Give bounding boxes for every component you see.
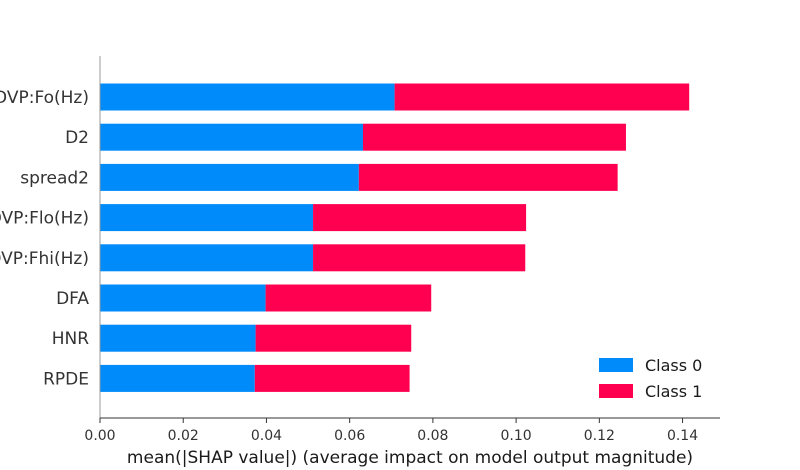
y-tick-label: MDVP:Fo(Hz) xyxy=(0,88,89,108)
bar-class1 xyxy=(254,364,410,392)
x-tick-label: 0.02 xyxy=(168,428,199,444)
bar-class0 xyxy=(100,123,363,151)
y-ticks-group: MDVP:Fo(Hz) D2 spread2 MDVP:Flo(Hz) MDVP:Fhi… xyxy=(0,88,89,389)
y-tick-label: RPDE xyxy=(43,369,89,389)
bar-class1 xyxy=(265,284,432,312)
x-tick-label: 0.04 xyxy=(251,428,282,444)
legend-swatch xyxy=(599,384,633,398)
y-tick-label: HNR xyxy=(52,329,90,349)
bar-class1 xyxy=(255,324,412,352)
bar-class0 xyxy=(100,324,256,352)
y-tick-label: MDVP:Flo(Hz) xyxy=(0,209,89,229)
bars-group xyxy=(100,83,690,392)
x-ticks-group: 0.00 0.02 0.04 0.06 0.08 0.10 0.12 0.14 xyxy=(84,418,698,444)
bar-class1 xyxy=(358,163,618,191)
x-tick-label: 0.00 xyxy=(84,428,115,444)
bar-class1 xyxy=(362,123,626,151)
x-tick-label: 0.14 xyxy=(667,428,698,444)
bar-class1 xyxy=(313,204,527,232)
legend-label: Class 1 xyxy=(645,382,702,401)
bar-class1 xyxy=(313,244,526,272)
bar-class0 xyxy=(100,163,359,191)
y-tick-label: DFA xyxy=(56,289,89,309)
bar-class1 xyxy=(394,83,690,111)
y-tick-label: spread2 xyxy=(20,168,89,188)
x-tick-label: 0.10 xyxy=(501,428,532,444)
legend: Class 0 Class 1 xyxy=(599,356,702,401)
legend-label: Class 0 xyxy=(645,356,702,375)
x-tick-label: 0.06 xyxy=(334,428,365,444)
bar-class0 xyxy=(100,204,314,232)
bar-class0 xyxy=(100,284,266,312)
x-axis-label: mean(|SHAP value|) (average impact on mo… xyxy=(127,448,693,468)
legend-swatch xyxy=(599,358,633,372)
y-tick-label: D2 xyxy=(65,128,89,148)
bar-class0 xyxy=(100,83,395,111)
bar-class0 xyxy=(100,244,314,272)
x-tick-label: 0.12 xyxy=(584,428,615,444)
y-tick-label: MDVP:Fhi(Hz) xyxy=(0,249,89,269)
bar-class0 xyxy=(100,364,255,392)
x-tick-label: 0.08 xyxy=(417,428,448,444)
